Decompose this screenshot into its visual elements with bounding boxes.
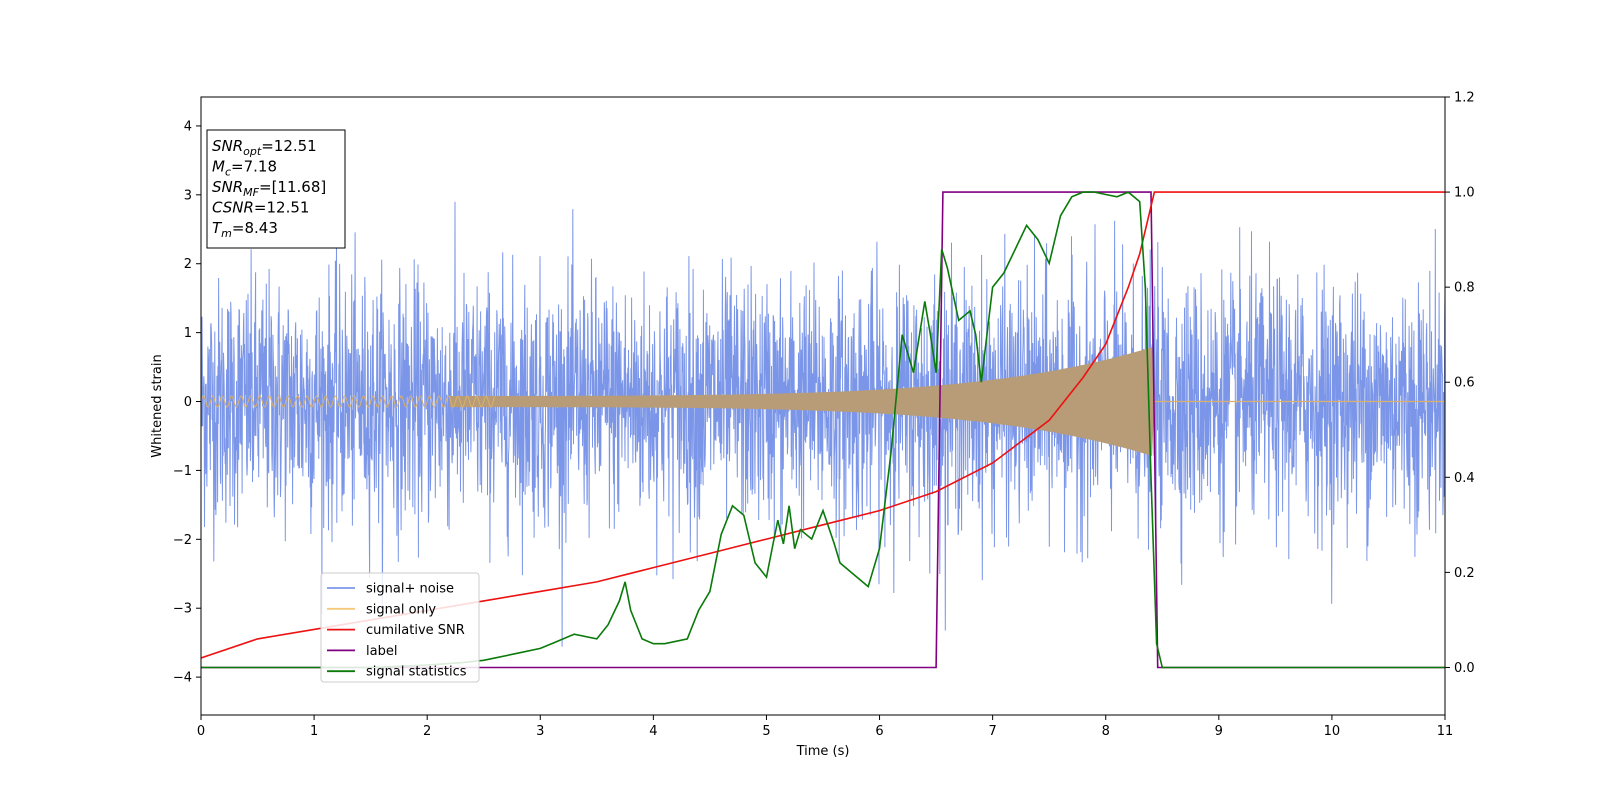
y-right-tick-label: 1.2 xyxy=(1454,91,1475,106)
y-right-tick-label: 0.0 xyxy=(1454,661,1475,676)
x-tick-label: 10 xyxy=(1324,724,1341,739)
series-signal-statistics-line xyxy=(201,191,1445,669)
y-right-tick-label: 1.0 xyxy=(1454,186,1475,201)
signal-only-envelope xyxy=(449,347,1155,456)
y-axis-title: Whitened strain xyxy=(150,354,165,457)
annotation-line: CSNR=12.51 xyxy=(212,199,309,217)
x-tick-label: 0 xyxy=(197,724,205,739)
legend-label: label xyxy=(366,644,397,659)
legend-label: signal+ noise xyxy=(366,582,454,597)
annotation-line: Mc=7.18 xyxy=(212,158,277,179)
y-right-tick-label: 0.2 xyxy=(1454,566,1475,581)
y-right-tick-label: 0.6 xyxy=(1454,376,1475,391)
x-tick-label: 6 xyxy=(875,724,883,739)
x-tick-label: 8 xyxy=(1102,724,1110,739)
x-tick-label: 3 xyxy=(536,724,544,739)
annotation-line: SNRopt=12.51 xyxy=(212,137,317,158)
x-axis-ticks: 0 1 2 3 4 5 6 7 8 9 10 11 xyxy=(197,715,1453,739)
x-tick-label: 7 xyxy=(988,724,996,739)
y-right-tick-label: 0.4 xyxy=(1454,471,1475,486)
annotation-line: Tm=8.43 xyxy=(212,219,278,240)
legend-label: signal only xyxy=(366,602,436,617)
legend-label: cumilative SNR xyxy=(366,623,465,638)
x-tick-label: 11 xyxy=(1437,724,1454,739)
x-tick-label: 2 xyxy=(423,724,431,739)
y-left-tick-label: 0 xyxy=(184,395,192,410)
signal-noise-line xyxy=(201,201,1445,647)
plot-frame xyxy=(200,96,1446,716)
y-left-tick-label: 1 xyxy=(184,326,192,341)
legend: signal+ noise signal only cumilative SNR la… xyxy=(320,572,480,683)
y-axis-left-ticks: −4 −3 −2 −1 0 1 2 3 4 xyxy=(173,119,201,686)
x-tick-label: 5 xyxy=(762,724,770,739)
x-tick-label: 9 xyxy=(1215,724,1223,739)
x-tick-label: 4 xyxy=(649,724,657,739)
y-left-tick-label: 2 xyxy=(184,257,192,272)
x-axis-title: Time (s) xyxy=(796,744,850,759)
annotation-line: SNRMF=[11.68] xyxy=(212,178,326,199)
y-right-tick-label: 0.8 xyxy=(1454,281,1475,296)
annotation-box: SNRopt=12.51Mc=7.18SNRMF=[11.68]CSNR=12.… xyxy=(206,129,346,249)
y-left-tick-label: −4 xyxy=(173,671,192,686)
legend-label: signal statistics xyxy=(366,665,467,680)
y-axis-right-ticks: 0.0 0.2 0.4 0.6 0.8 1.0 1.2 xyxy=(1445,91,1475,676)
y-left-tick-label: −3 xyxy=(173,602,192,617)
y-left-tick-label: −2 xyxy=(173,533,192,548)
y-left-tick-label: 3 xyxy=(184,188,192,203)
series-signal-noise xyxy=(201,201,1445,647)
signal-only-early-wave xyxy=(201,395,496,408)
x-tick-label: 1 xyxy=(310,724,318,739)
y-left-tick-label: 4 xyxy=(184,119,192,134)
y-left-tick-label: −1 xyxy=(173,464,192,479)
series-signal-only xyxy=(201,347,1445,456)
